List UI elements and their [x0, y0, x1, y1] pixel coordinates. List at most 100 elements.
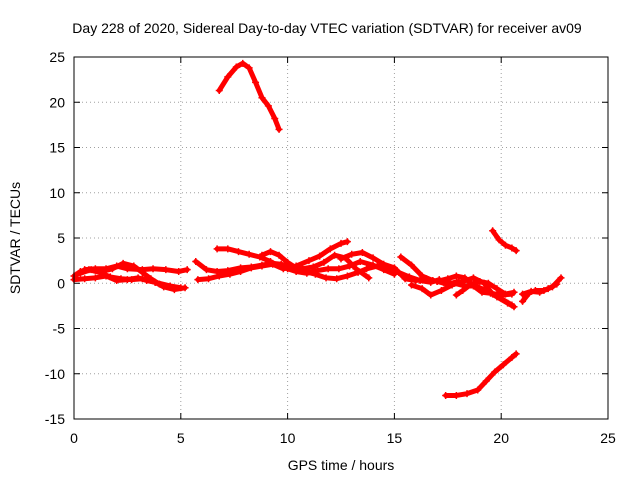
data-point [519, 290, 527, 298]
data-point [275, 125, 283, 133]
series-line [216, 60, 282, 132]
data-point [130, 262, 138, 270]
data-point [147, 275, 155, 283]
data-point [170, 286, 178, 294]
data-point [390, 264, 398, 272]
data-point [275, 262, 283, 270]
data-point [108, 265, 116, 273]
data-point [442, 391, 450, 399]
data-point [183, 266, 191, 274]
data-point [258, 262, 266, 270]
y-tick-label: 0 [57, 275, 65, 291]
data-point [346, 262, 354, 270]
data-point [401, 275, 409, 283]
y-tick-label: -5 [53, 321, 66, 337]
data-point [215, 86, 223, 94]
y-axis-label: SDTVAR / TECUs [7, 182, 23, 294]
data-point [213, 267, 221, 275]
y-tick-label: 15 [49, 140, 65, 156]
data-point [536, 288, 544, 296]
data-point [149, 265, 157, 273]
series-arc-4 [76, 259, 163, 288]
data-point [433, 277, 441, 285]
data-point [373, 262, 381, 270]
data-point [474, 386, 482, 394]
data-point [123, 276, 131, 284]
data-point [512, 247, 520, 255]
data-point [275, 251, 283, 259]
data-point [284, 265, 292, 273]
data-point [245, 250, 253, 258]
data-point [87, 266, 95, 274]
data-point [437, 286, 445, 294]
data-point [489, 227, 497, 235]
data-point [258, 94, 266, 102]
data-point [322, 274, 330, 282]
data-point [363, 265, 371, 273]
data-point [224, 73, 232, 81]
data-point [215, 272, 223, 280]
data-point [324, 265, 332, 273]
data-point [491, 368, 499, 376]
data-point [234, 248, 242, 256]
data-point [181, 284, 189, 292]
data-point [461, 274, 469, 282]
data-point [102, 272, 110, 280]
data-layer [70, 59, 565, 399]
data-point [358, 248, 366, 256]
data-point [487, 289, 495, 297]
series-arc-13 [452, 277, 518, 299]
data-point [316, 252, 324, 260]
data-point [155, 280, 163, 288]
data-point [544, 285, 552, 293]
data-point [162, 266, 170, 274]
data-point [258, 251, 266, 259]
data-point [356, 258, 364, 266]
data-point [311, 270, 319, 278]
data-point [292, 264, 300, 272]
data-point [301, 267, 309, 275]
series-arc-17 [519, 280, 561, 298]
data-point [337, 255, 345, 263]
data-point [397, 253, 405, 261]
data-point [467, 280, 475, 288]
data-point [501, 290, 509, 298]
data-point [553, 280, 561, 288]
data-point [335, 265, 343, 273]
data-point [476, 277, 484, 285]
x-tick-label: 0 [70, 430, 78, 446]
data-point [469, 274, 477, 282]
data-point [495, 236, 503, 244]
series-line [453, 278, 517, 298]
data-point [98, 267, 106, 275]
data-point [245, 64, 253, 72]
data-point [499, 361, 507, 369]
data-point [134, 274, 142, 282]
y-tick-label: 10 [49, 185, 65, 201]
data-point [452, 291, 460, 299]
data-point [194, 276, 202, 284]
data-point [493, 285, 501, 293]
data-point [418, 272, 426, 280]
data-point [202, 266, 210, 274]
data-point [343, 272, 351, 280]
data-point [192, 258, 200, 266]
data-point [427, 291, 435, 299]
series-line [443, 351, 519, 398]
data-point [519, 297, 527, 305]
data-point [271, 115, 279, 123]
data-point [326, 245, 334, 253]
series-arc-15 [442, 350, 520, 399]
x-tick-label: 25 [600, 430, 616, 446]
data-point [484, 279, 492, 287]
x-tick-label: 10 [280, 430, 296, 446]
data-point [478, 288, 486, 296]
data-point [501, 241, 509, 249]
data-point [412, 277, 420, 285]
data-point [418, 285, 426, 293]
data-point [508, 301, 516, 309]
data-point [452, 391, 460, 399]
data-point [512, 350, 520, 358]
series-arc-high [215, 59, 283, 133]
